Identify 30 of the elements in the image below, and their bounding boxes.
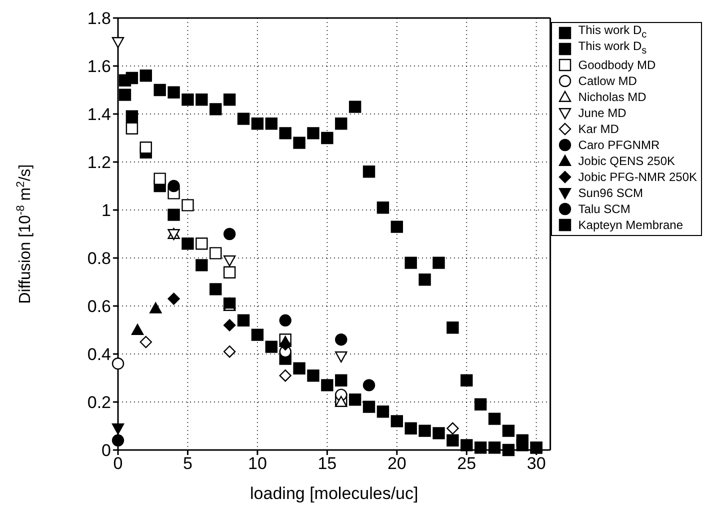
y-tick-label: 0.6 bbox=[87, 297, 111, 316]
legend-label: Caro PFGNMR bbox=[578, 137, 660, 153]
legend-label: June MD bbox=[578, 105, 626, 121]
legend-label: Talu SCM bbox=[578, 201, 630, 217]
y-tick-label: 0.2 bbox=[87, 393, 111, 412]
x-tick-label: 10 bbox=[248, 454, 267, 474]
y-tick-label: 1.6 bbox=[87, 57, 111, 76]
legend-label: Catlow MD bbox=[578, 73, 637, 89]
x-axis-title: loading [molecules/uc] bbox=[250, 484, 418, 503]
x-tick-label: 25 bbox=[457, 454, 476, 474]
legend-label: Kar MD bbox=[578, 121, 619, 137]
legend-label: This work D$_{s}$ bbox=[578, 38, 647, 59]
legend-label: This work D$_{c}$ bbox=[578, 23, 647, 41]
legend-label: Jobic PFG-NMR 250K bbox=[578, 169, 697, 185]
y-tick-label: 1 bbox=[102, 201, 111, 220]
x-tick-label: 15 bbox=[318, 454, 337, 474]
legend-label: Kapteyn Membrane bbox=[578, 217, 684, 233]
y-tick-label: 0.8 bbox=[87, 249, 111, 268]
y-tick-label: 1.8 bbox=[87, 9, 111, 28]
legend-label: Sun96 SCM bbox=[578, 185, 643, 201]
x-tick-label: 5 bbox=[182, 454, 192, 474]
y-tick-label: 1.2 bbox=[87, 153, 111, 172]
y-tick-label: 0.4 bbox=[87, 345, 111, 364]
y-tick-label: 0 bbox=[102, 441, 111, 460]
x-tick-label: 20 bbox=[387, 454, 406, 474]
legend-label: Jobic QENS 250K bbox=[578, 153, 676, 169]
y-tick-label: 1.4 bbox=[87, 105, 111, 124]
legend-label: Nicholas MD bbox=[578, 89, 646, 105]
x-tick-label: 30 bbox=[526, 454, 546, 474]
legend-label: Goodbody MD bbox=[578, 57, 656, 73]
